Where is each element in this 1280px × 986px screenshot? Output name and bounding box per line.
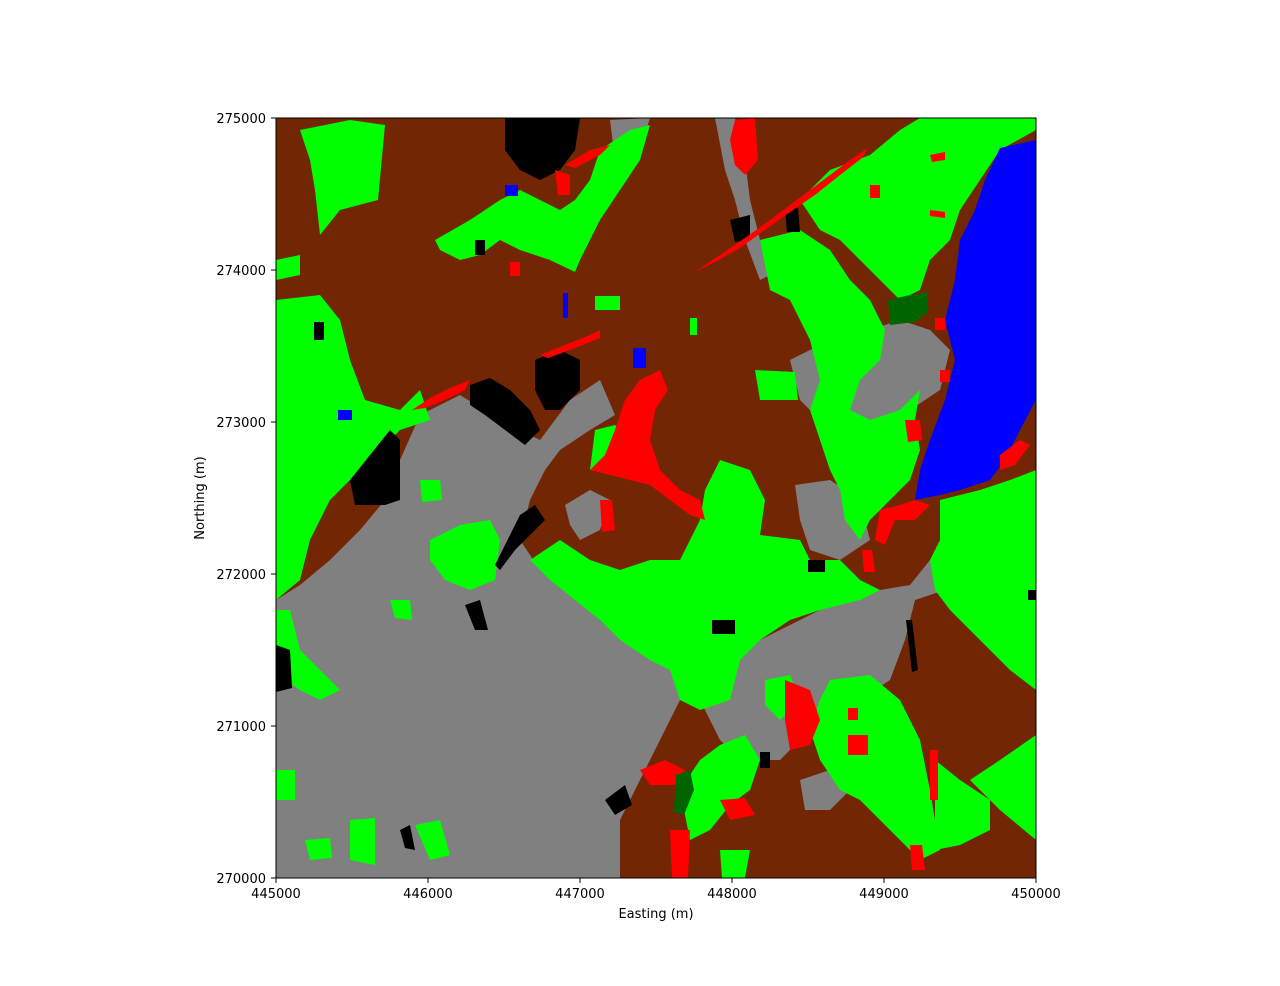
red-patch-e1 — [875, 500, 930, 545]
y-tick-label: 274000 — [216, 264, 266, 279]
veg-green-patch-c — [350, 818, 375, 865]
y-tick-label: 270000 — [216, 872, 266, 887]
black-patch-s3 — [400, 825, 415, 850]
y-axis: 270000 271000 272000 273000 274000 27500… — [193, 112, 276, 887]
black-patch-n3 — [785, 208, 800, 232]
black-patch-north — [505, 118, 580, 180]
y-axis-title: Northing (m) — [193, 456, 208, 539]
black-patch-n2 — [730, 215, 750, 242]
veg-green-patch-l — [690, 318, 697, 335]
darkgreen-patch-south — [674, 770, 694, 815]
red-patch-top — [730, 118, 758, 175]
land-cover-raster — [276, 118, 1036, 878]
veg-green-patch-h — [720, 850, 750, 878]
black-patch-w2 — [314, 322, 324, 340]
veg-green-se-3 — [935, 760, 990, 850]
veg-green-east-lower — [930, 470, 1036, 690]
red-strip-northeast — [695, 148, 868, 272]
red-patch-e3 — [1000, 440, 1030, 470]
veg-green-patch-k — [595, 296, 620, 310]
red-patch-se1 — [785, 680, 820, 750]
red-patch-c2 — [600, 500, 615, 532]
veg-green-north-center — [435, 125, 650, 272]
red-patch-se6 — [848, 708, 858, 720]
red-patch-n2 — [930, 152, 945, 162]
red-patch-s2 — [720, 798, 755, 820]
red-patch-se2 — [640, 760, 685, 785]
x-axis-title: Easting (m) — [618, 907, 693, 922]
y-tick-label: 272000 — [216, 568, 266, 583]
veg-green-south — [680, 735, 760, 840]
veg-green-patch-n — [276, 255, 300, 280]
water-blue-small-2 — [505, 185, 518, 196]
red-strip-north — [540, 330, 600, 358]
red-strip-west — [412, 380, 470, 410]
water-blue-lake — [915, 140, 1036, 500]
y-tick-label: 275000 — [216, 112, 266, 127]
black-patch-mid2 — [535, 350, 580, 410]
red-patch-se4 — [910, 845, 925, 870]
y-tick-label: 273000 — [216, 416, 266, 431]
black-patch-west — [350, 430, 400, 505]
x-tick-label: 449000 — [859, 887, 909, 902]
red-patch-n5 — [510, 262, 520, 276]
red-strip-n4 — [565, 145, 610, 168]
black-patch-s2 — [605, 785, 632, 815]
veg-green-west — [276, 295, 430, 600]
x-tick-label: 448000 — [707, 887, 757, 902]
black-patch-e2 — [808, 560, 825, 572]
x-tick-label: 450000 — [1011, 887, 1061, 902]
y-tick-label: 271000 — [216, 720, 266, 735]
black-patch-n4 — [475, 240, 485, 255]
veg-green-nw — [300, 120, 385, 235]
red-patch-e4 — [862, 550, 875, 572]
black-patch-e3 — [906, 620, 918, 672]
black-patch-diag — [495, 505, 545, 570]
red-patch-s1 — [670, 830, 690, 878]
darkgreen-patch-east — [888, 292, 928, 325]
red-patch-e5 — [940, 370, 950, 382]
black-patch-e4 — [1028, 590, 1036, 600]
black-patch-mid — [470, 378, 540, 445]
red-patch-n3 — [555, 170, 570, 195]
x-axis: 445000 446000 447000 448000 449000 45000… — [251, 878, 1061, 922]
veg-green-sw-strip — [276, 610, 340, 700]
veg-green-patch-j — [420, 480, 442, 502]
black-patch-sw — [276, 645, 292, 692]
veg-green-northeast — [800, 118, 1036, 300]
water-blue-small-3 — [563, 293, 568, 318]
veg-green-se-2 — [970, 735, 1036, 840]
plot-frame — [275, 117, 1037, 879]
red-patch-n1 — [930, 210, 945, 218]
red-patch-se5 — [848, 735, 868, 755]
water-blue-small-1 — [338, 410, 352, 420]
x-tick-label: 446000 — [403, 887, 453, 902]
red-patch-center — [590, 370, 705, 520]
veg-green-patch-b — [755, 370, 798, 400]
land-gray-strip-north — [715, 118, 770, 280]
black-patch-s1 — [465, 600, 488, 630]
veg-green-east-mid — [760, 230, 920, 540]
veg-green-patch-m — [390, 600, 412, 620]
x-tick-label: 445000 — [251, 887, 301, 902]
water-blue-small-4 — [633, 348, 646, 368]
veg-green-se-1 — [810, 675, 940, 860]
veg-green-patch-d — [415, 820, 450, 860]
veg-green-patch-f — [276, 770, 295, 800]
red-patch-se3 — [930, 750, 938, 800]
black-patch-e1 — [712, 620, 735, 634]
veg-green-patch-a — [430, 520, 500, 590]
x-tick-label: 447000 — [555, 887, 605, 902]
red-patch-n6 — [870, 185, 880, 198]
veg-green-patch-e — [305, 838, 332, 860]
land-gray-patch-center — [565, 490, 610, 540]
red-patch-e2 — [905, 420, 922, 442]
red-patch-e6 — [935, 318, 945, 330]
land-gray-urban-sw — [276, 380, 945, 878]
black-patch-s4 — [760, 752, 770, 768]
veg-green-center-south — [530, 460, 880, 710]
